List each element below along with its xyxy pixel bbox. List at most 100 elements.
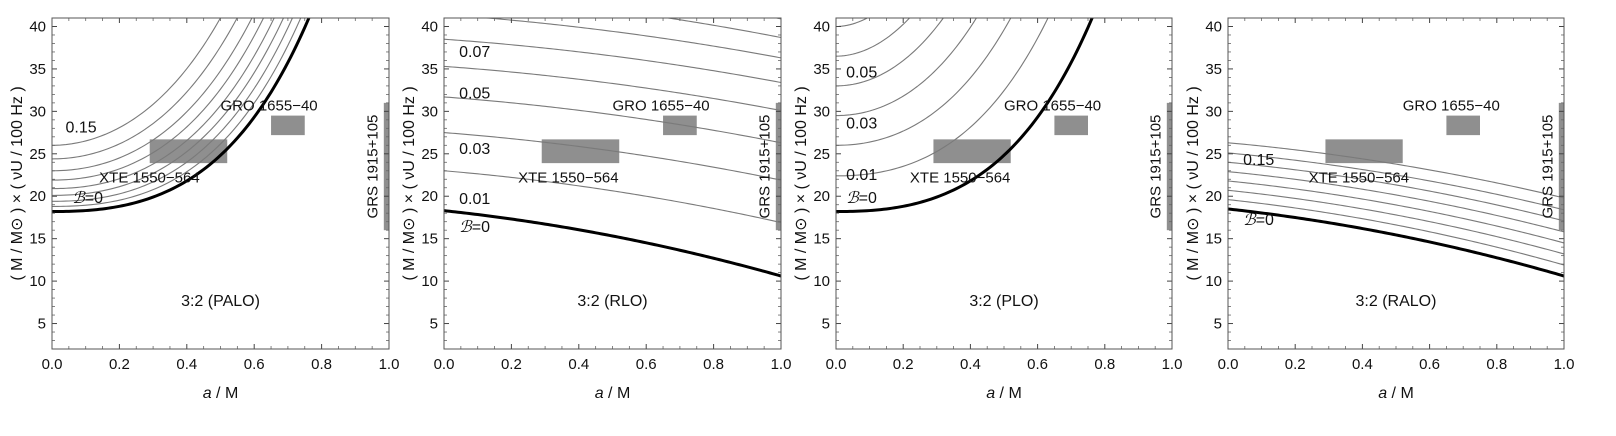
- curve-label-value: =0: [859, 190, 877, 207]
- plot-area: [1228, 102, 1564, 278]
- curve-label-value: =0: [472, 219, 490, 236]
- plot-area: [444, 18, 781, 278]
- curve-label-value: 0.05: [459, 86, 490, 103]
- source-box-gro: [271, 115, 305, 136]
- curve-label-value: 0.05: [846, 64, 877, 81]
- curve-b-0-04: [444, 65, 781, 112]
- plot-area: [836, 18, 1172, 231]
- curve-label: 0.05: [846, 64, 877, 81]
- curve-b-0-06: [52, 18, 285, 196]
- curve-label: 0.01: [846, 167, 877, 184]
- x-axis-label-symbol: a: [595, 385, 604, 402]
- panel-title: 3:2 (RALO): [1356, 293, 1437, 310]
- x-axis-label-symbol: a: [1378, 385, 1387, 402]
- source-bar-grs: [1558, 102, 1564, 231]
- x-tick-label: 0.6: [1027, 356, 1048, 373]
- curve-label: 0.15: [65, 120, 96, 137]
- y-tick-label: 40: [813, 18, 830, 35]
- curve-b-0-15: [1228, 142, 1564, 199]
- curve-b-0-12: [52, 18, 253, 172]
- panel-3: 0.0 0.2 0.4 0.6 0.8 1.0 5 10 15 20 25 30 35 40 XTE 155…: [793, 17, 1183, 402]
- curve-b-0-06: [1228, 180, 1564, 244]
- curve-label-value: 0.03: [459, 141, 490, 158]
- curve-label-value: =0: [1256, 212, 1274, 229]
- x-tick-label: 0.8: [1094, 356, 1115, 373]
- curve-label: ℬ=0: [1243, 210, 1274, 229]
- curve-b-0-08: [1228, 171, 1564, 233]
- y-tick-label: 10: [29, 273, 46, 290]
- curve-label-value: 0.15: [65, 120, 96, 137]
- curve-label: 0.03: [459, 141, 490, 158]
- curve-b-0-01: [836, 18, 1049, 177]
- y-tick-label: 30: [421, 103, 438, 120]
- curve-b-0: [1228, 207, 1564, 278]
- curve-label-value: =0: [85, 190, 103, 207]
- source-box-xte: [541, 139, 620, 164]
- x-tick-label: 0.6: [636, 356, 657, 373]
- curve-b-0-03: [444, 96, 781, 144]
- curve-b-0-04: [52, 18, 294, 202]
- x-tick-label: 0.0: [1218, 356, 1239, 373]
- x-tick-label: 0.8: [311, 356, 332, 373]
- y-tick-label: 40: [1205, 18, 1222, 35]
- curve-label: ℬ=0: [846, 188, 877, 207]
- source-label-grs: GRS 1915+105: [1147, 115, 1164, 219]
- x-tick-label: 1.0: [379, 356, 400, 373]
- x-tick-label: 0.0: [434, 356, 455, 373]
- curve-b-0-02: [52, 18, 302, 207]
- source-label-gro: GRO 1655−40: [1004, 97, 1101, 114]
- x-axis-label-symbol: a: [203, 385, 212, 402]
- x-tick-label: 0.2: [1285, 356, 1306, 373]
- curve-b-0: [836, 18, 1094, 214]
- x-axis-label-unit: / M: [212, 385, 239, 402]
- curve-b-0-02: [444, 132, 781, 181]
- x-tick-label: 0.4: [960, 356, 981, 373]
- source-label-xte: XTE 1550−564: [910, 170, 1011, 187]
- source-label-xte: XTE 1550−564: [99, 170, 199, 187]
- y-tick-label: 30: [29, 103, 46, 120]
- y-tick-label: 30: [813, 103, 830, 120]
- curve-label-symbol: ℬ: [459, 217, 473, 236]
- x-axis-label-symbol: a: [986, 385, 995, 402]
- source-label-grs: GRS 1915+105: [364, 115, 381, 219]
- plot-frame: [51, 17, 390, 350]
- y-tick-label: 40: [421, 18, 438, 35]
- curve-b-0-07: [664, 18, 781, 39]
- x-tick-label: 0.2: [109, 356, 130, 373]
- source-label-gro: GRO 1655−40: [221, 97, 318, 114]
- y-axis-label: ( M / M⊙ ) × ( νU / 100 Hz ): [401, 86, 418, 280]
- source-label-xte: XTE 1550−564: [1309, 170, 1410, 187]
- y-tick-label: 5: [822, 316, 830, 333]
- y-tick-label: 25: [421, 146, 438, 163]
- curve-label: 0.15: [1243, 152, 1274, 169]
- y-tick-label: 15: [1205, 231, 1222, 248]
- x-axis-label-unit: / M: [604, 385, 631, 402]
- x-axis-label: a / M: [595, 385, 631, 402]
- x-tick-label: 1.0: [1554, 356, 1575, 373]
- x-axis-label: a / M: [1378, 385, 1414, 402]
- source-box-gro: [1446, 115, 1480, 136]
- curve-label: ℬ=0: [459, 217, 490, 236]
- curve-label-value: 0.03: [846, 115, 877, 132]
- y-tick-label: 20: [1205, 188, 1222, 205]
- plot-frame: [443, 17, 782, 350]
- curve-b-0-06: [836, 18, 869, 28]
- curve-b-0-06: [480, 18, 781, 59]
- panel-2: 0.0 0.2 0.4 0.6 0.8 1.0 5 10 15 20 25 30 35 40 XTE 155…: [401, 17, 791, 402]
- source-label-grs: GRS 1915+105: [1539, 115, 1556, 219]
- y-axis-label: ( M / M⊙ ) × ( νU / 100 Hz ): [793, 86, 810, 280]
- source-label-gro: GRO 1655−40: [613, 97, 710, 114]
- y-tick-label: 20: [29, 188, 46, 205]
- source-box-gro: [663, 115, 697, 136]
- source-label-xte: XTE 1550−564: [518, 170, 619, 187]
- x-tick-label: 1.0: [1162, 356, 1183, 373]
- x-tick-label: 0.0: [42, 356, 63, 373]
- source-label-grs: GRS 1915+105: [756, 115, 773, 219]
- y-tick-label: 20: [421, 188, 438, 205]
- panel-title: 3:2 (RLO): [577, 293, 647, 310]
- curve-label: 0.03: [846, 115, 877, 132]
- y-tick-label: 25: [813, 146, 830, 163]
- x-axis-label-unit: / M: [995, 385, 1022, 402]
- source-box-xte: [933, 139, 1011, 164]
